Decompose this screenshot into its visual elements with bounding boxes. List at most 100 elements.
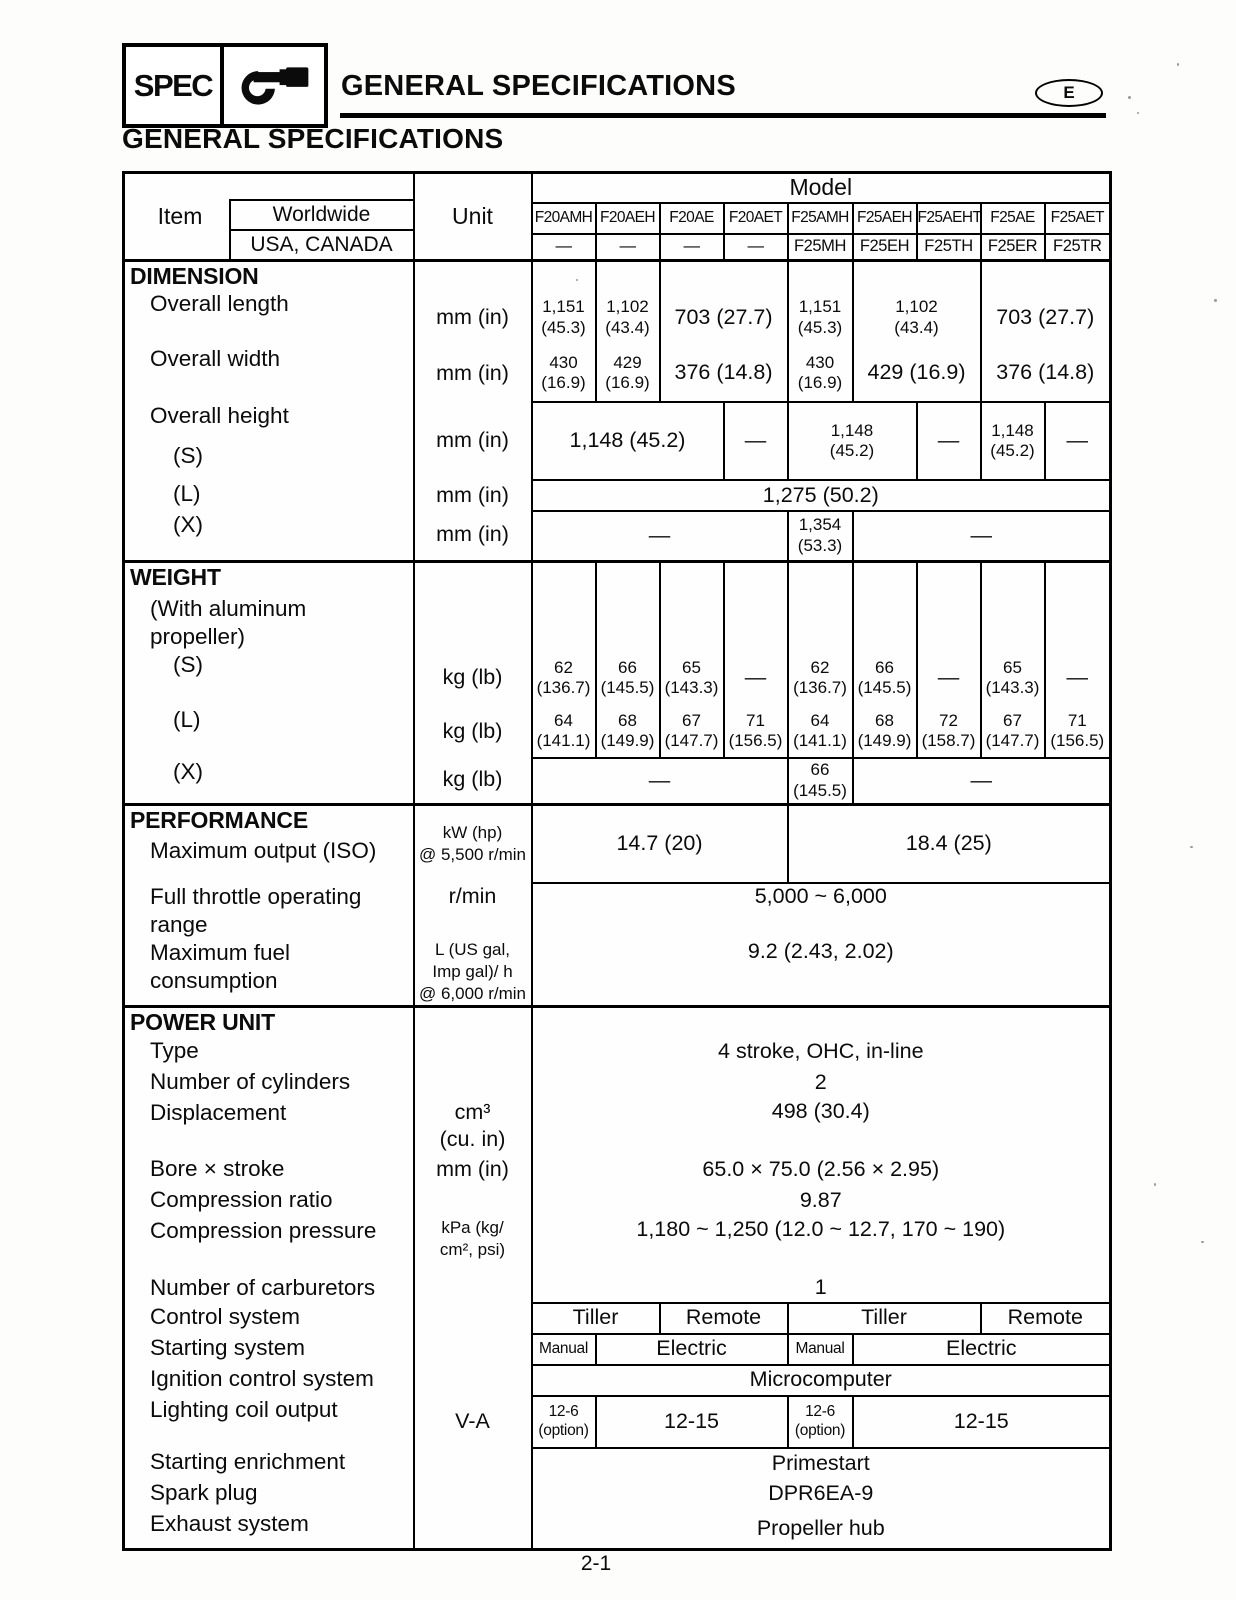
model-name: F25AEH <box>851 201 918 235</box>
scan-speck <box>576 279 578 281</box>
value-cell: Tiller <box>530 1301 661 1335</box>
value-cell <box>658 259 789 290</box>
unit-cell <box>413 1302 533 1334</box>
engine-type-item-cell: Type <box>123 1036 415 1068</box>
value-cell: — <box>1043 650 1112 706</box>
item-label: (With aluminum <box>150 595 307 621</box>
item-label: Control system <box>150 1303 301 1329</box>
unit-cell <box>413 559 533 651</box>
value-cell: — <box>1043 401 1112 481</box>
item-header-cell: Item Worldwide USA, CANADA <box>123 172 415 261</box>
item-label: Exhaust system <box>150 1510 309 1536</box>
value-cell: 14.7 (20) <box>530 803 789 884</box>
value-cell: 68 (149.9) <box>594 705 661 759</box>
item-label: Maximum fuel <box>150 939 291 965</box>
table-row-displacement: Displacement cm³ (cu. in) 498 (30.4) <box>123 1098 1112 1155</box>
page-title: GENERAL SPECIFICATIONS <box>341 70 736 102</box>
model-name: F20AEH <box>594 201 661 235</box>
value-cell: 376 (14.8) <box>658 345 789 403</box>
table-row-compression-ratio: Compression ratio 9.87 <box>123 1185 1112 1217</box>
value-cell <box>915 559 982 651</box>
section-weight-item-cell: WEIGHT (With aluminum propeller) <box>123 559 415 651</box>
language-badge: E <box>1035 79 1103 107</box>
value-cell: — <box>851 510 1112 562</box>
value-cell: 71 (156.5) <box>722 705 789 759</box>
table-header-row-usa-canada: — — — — F25MH F25EH F25TH F25ER F25TR <box>124 232 1112 262</box>
value-cell: 430 (16.9) <box>786 345 854 403</box>
value-cell: Electric <box>851 1332 1112 1366</box>
value-cell <box>979 559 1046 651</box>
table-row-ignition-control-system: Ignition control system Microcomputer <box>123 1363 1112 1397</box>
value-cell <box>658 559 725 651</box>
table-row-control-system: Control system Tiller Remote Tiller Remote <box>123 1301 1112 1335</box>
item-label: Spark plug <box>150 1479 258 1505</box>
value-cell: 65 (143.3) <box>658 650 725 706</box>
value-cell: — <box>915 650 982 706</box>
value-cell: Manual <box>786 1332 854 1366</box>
item-label: (L) <box>173 706 201 732</box>
value-cell <box>1043 559 1112 651</box>
table-row-section-power-unit: POWER UNIT <box>123 1005 1112 1037</box>
table-row-performance-max-output: PERFORMANCE Maximum output (ISO) kW (hp) @… <box>123 803 1112 884</box>
value-cell: 1,148 (45.2) <box>786 401 918 481</box>
table-row-weight-l: (L) kg (lb) 64 (141.1) 68 (149.9) 67 (147.7)… <box>123 705 1112 759</box>
item-label: WEIGHT <box>130 563 221 590</box>
table-row-bore-stroke: Bore × stroke mm (in) 65.0 × 75.0 (2.56 × … <box>123 1154 1112 1186</box>
item-label: (L) <box>173 481 201 506</box>
value-cell: 1,151 (45.3) <box>786 290 854 345</box>
displacement-item-cell: Displacement <box>123 1098 415 1155</box>
unit-cell: kg (lb) <box>413 650 533 706</box>
model-name-usa: F25MH <box>786 232 854 262</box>
unit-header-cell: Unit <box>413 172 533 261</box>
page-number: 2-1 <box>580 1552 612 1575</box>
value-cell: 498 (30.4) <box>530 1098 1112 1155</box>
value-cell: 430 (16.9) <box>530 345 597 403</box>
unit-cell: cm³ (cu. in) <box>413 1098 533 1155</box>
ignition-control-system-item-cell: Ignition control system <box>123 1364 415 1396</box>
max-fuel-consumption-item-cell: Maximum fuel consumption <box>123 938 415 1007</box>
value-cell <box>851 559 918 651</box>
header-rule <box>340 113 1106 118</box>
unit-cell: mm (in) <box>413 480 533 511</box>
item-label: Overall height <box>150 403 289 428</box>
value-cell <box>722 559 789 651</box>
unit-cell: mm (in) <box>413 345 533 402</box>
section-power-unit-item-cell: POWER UNIT <box>123 1005 415 1037</box>
model-name: F25AEHT <box>915 201 982 235</box>
value-cell: 429 (16.9) <box>594 345 661 403</box>
unit-cell <box>413 1364 533 1396</box>
value-cell: — <box>530 510 789 562</box>
compression-pressure-item-cell: Compression pressure <box>123 1216 415 1274</box>
chapter-tab-label: SPEC <box>126 47 224 124</box>
unit-cell: mm (in) <box>413 511 533 561</box>
item-label: Lighting coil output <box>150 1396 338 1422</box>
value-cell: Manual <box>530 1332 597 1366</box>
unit-cell: r/min <box>413 882 533 939</box>
table-row-engine-type: Type 4 stroke, OHC, in-line <box>123 1036 1112 1068</box>
chapter-tab: SPEC <box>122 43 328 128</box>
section-heading: GENERAL SPECIFICATIONS <box>122 123 504 154</box>
value-cell: 1,102 (43.4) <box>594 290 661 345</box>
item-label: Number of carburetors <box>150 1274 376 1300</box>
value-cell: Microcomputer <box>530 1363 1112 1397</box>
item-label: POWER UNIT <box>130 1009 275 1035</box>
model-name-usa: — <box>658 232 725 262</box>
value-cell: 1,148 (45.2) <box>530 401 725 481</box>
section-dimension-item-cell: DIMENSION <box>123 259 415 290</box>
item-label: Bore × stroke <box>150 1155 285 1181</box>
full-throttle-range-item-cell: Full throttle operating range <box>123 882 415 939</box>
model-header-cell: Model <box>530 171 1112 204</box>
item-label: Overall length <box>150 291 289 316</box>
unit-cell: mm (in) <box>413 290 533 345</box>
spec-table: Item Worldwide USA, CANADA Unit Model F2… <box>122 171 1113 1551</box>
starting-enrichment-item-cell: Starting enrichment <box>123 1447 415 1479</box>
value-cell: 1,354 (53.3) <box>786 510 854 562</box>
value-cell: 1,148 (45.2) <box>979 401 1046 481</box>
value-cell: 12-15 <box>851 1394 1112 1449</box>
value-cell: 64 (141.1) <box>786 705 854 759</box>
control-system-item-cell: Control system <box>123 1302 415 1334</box>
item-label: (S) <box>173 443 203 468</box>
item-label: Starting enrichment <box>150 1448 346 1474</box>
value-cell <box>530 259 597 290</box>
